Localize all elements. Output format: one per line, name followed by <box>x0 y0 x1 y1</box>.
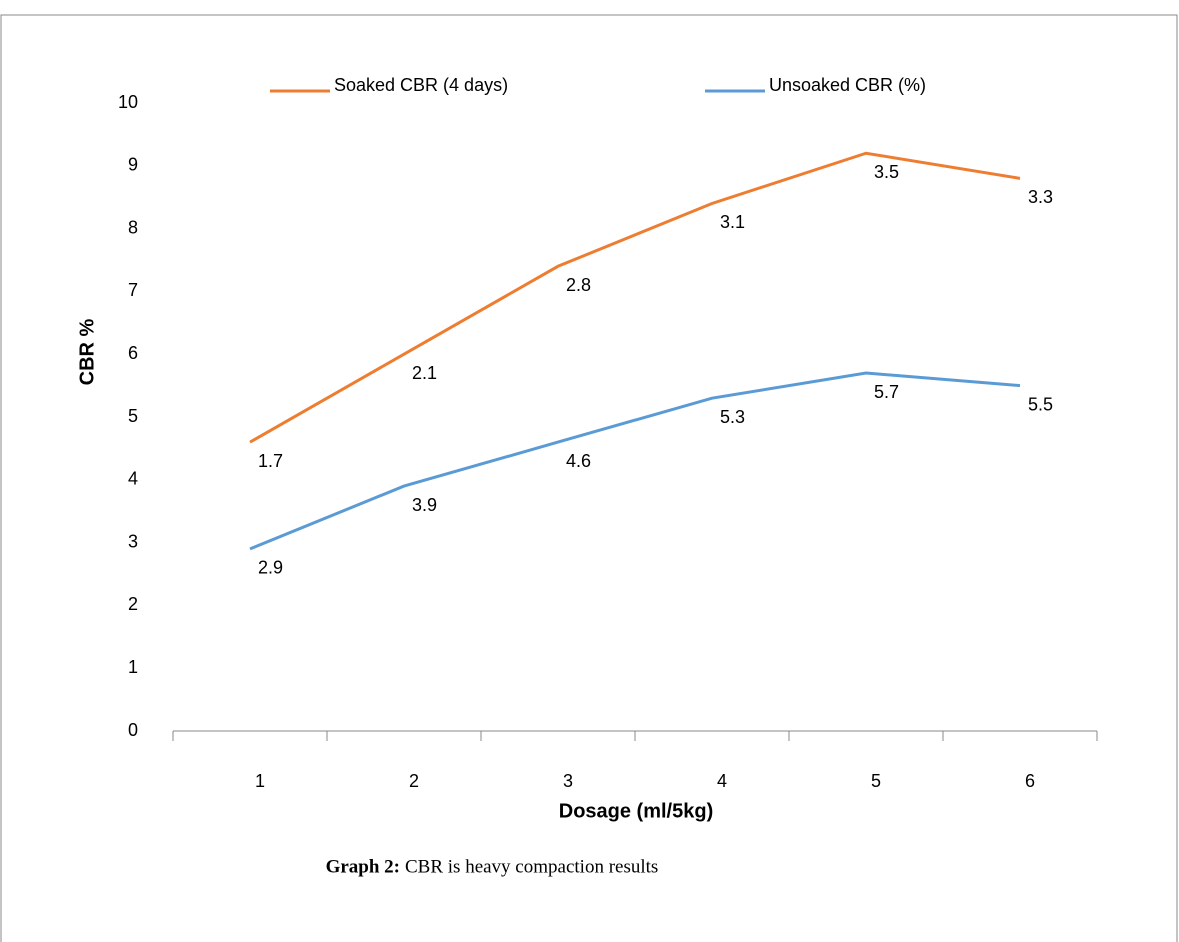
line <box>250 373 1020 549</box>
data-label: 2.1 <box>412 363 437 383</box>
data-label: 5.5 <box>1028 394 1053 414</box>
y-tick-label: 3 <box>128 531 138 551</box>
x-tick-label: 4 <box>717 771 727 791</box>
y-tick-label: 2 <box>128 594 138 614</box>
data-label: 3.1 <box>720 212 745 232</box>
legend-label: Unsoaked CBR (%) <box>769 75 926 95</box>
x-tick-label: 6 <box>1025 771 1035 791</box>
y-axis-label: CBR % <box>76 318 98 385</box>
data-label: 1.7 <box>258 451 283 471</box>
data-label: 3.9 <box>412 495 437 515</box>
x-tick-label: 5 <box>871 771 881 791</box>
y-tick-label: 4 <box>128 469 138 489</box>
data-label: 3.3 <box>1028 187 1053 207</box>
y-tick-label: 5 <box>128 406 138 426</box>
y-tick-label: 1 <box>128 657 138 677</box>
y-tick-label: 10 <box>118 92 138 112</box>
data-label: 2.9 <box>258 558 283 578</box>
data-label: 4.6 <box>566 451 591 471</box>
y-tick-label: 0 <box>128 720 138 740</box>
caption-label: Graph 2: <box>326 856 400 877</box>
y-tick-label: 7 <box>128 280 138 300</box>
x-tick-label: 1 <box>255 771 265 791</box>
line <box>250 153 1020 442</box>
x-axis-label: Dosage (ml/5kg) <box>559 800 713 822</box>
x-tick-label: 2 <box>409 771 419 791</box>
data-label: 5.7 <box>874 382 899 402</box>
data-label: 2.8 <box>566 275 591 295</box>
legend-label: Soaked CBR (4 days) <box>334 75 508 95</box>
data-label: 3.5 <box>874 162 899 182</box>
data-label: 5.3 <box>720 407 745 427</box>
y-tick-label: 8 <box>128 217 138 237</box>
x-tick-label: 3 <box>563 771 573 791</box>
caption: CBR is heavy compaction results <box>405 856 658 877</box>
y-tick-label: 9 <box>128 155 138 175</box>
chart: CBR % Dosage (ml/5kg) Graph 2: CBR is he… <box>0 0 1179 942</box>
y-tick-label: 6 <box>128 343 138 363</box>
